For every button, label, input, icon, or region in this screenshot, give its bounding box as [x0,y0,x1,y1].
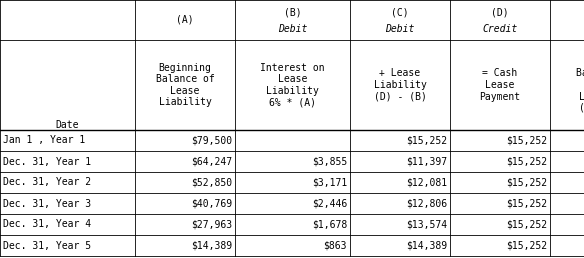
Text: Interest on: Interest on [260,63,325,73]
Text: Credit: Credit [482,24,517,34]
Text: $2,446: $2,446 [312,198,347,208]
Text: Balance of: Balance of [576,69,584,78]
Text: Dec. 31, Year 2: Dec. 31, Year 2 [3,178,91,188]
Text: $15,252: $15,252 [506,157,547,166]
Text: Debit: Debit [278,24,307,34]
Text: $14,389: $14,389 [406,240,447,251]
Text: Liability: Liability [266,86,319,96]
Text: Dec. 31, Year 5: Dec. 31, Year 5 [3,240,91,251]
Text: Beginning: Beginning [159,63,211,73]
Text: (B): (B) [284,8,301,18]
Text: Lease: Lease [278,74,307,84]
Text: $14,389: $14,389 [191,240,232,251]
Text: Balance of: Balance of [155,74,214,84]
Text: $52,850: $52,850 [191,178,232,188]
Text: $40,769: $40,769 [191,198,232,208]
Text: Dec. 31, Year 4: Dec. 31, Year 4 [3,220,91,230]
Text: $15,252: $15,252 [506,240,547,251]
Text: $13,574: $13,574 [406,220,447,230]
Text: + Lease: + Lease [380,69,420,78]
Text: $12,081: $12,081 [406,178,447,188]
Text: $15,252: $15,252 [506,220,547,230]
Text: 6% * (A): 6% * (A) [269,97,316,107]
Text: Date: Date [55,120,79,130]
Text: $12,806: $12,806 [406,198,447,208]
Text: $1,678: $1,678 [312,220,347,230]
Text: Debit: Debit [385,24,415,34]
Text: $64,247: $64,247 [191,157,232,166]
Text: $15,252: $15,252 [506,198,547,208]
Text: Lease: Lease [485,80,515,90]
Text: Dec. 31, Year 1: Dec. 31, Year 1 [3,157,91,166]
Text: $11,397: $11,397 [406,157,447,166]
Text: $3,855: $3,855 [312,157,347,166]
Text: $79,500: $79,500 [191,135,232,146]
Text: Liability: Liability [374,80,426,90]
Text: $15,252: $15,252 [506,135,547,146]
Text: $27,963: $27,963 [191,220,232,230]
Text: Payment: Payment [479,92,520,101]
Text: Lease: Lease [171,86,200,96]
Text: (A) - (C): (A) - (C) [579,103,584,113]
Text: Liability: Liability [159,97,211,107]
Text: (D) - (B): (D) - (B) [374,92,426,101]
Text: Jan 1 , Year 1: Jan 1 , Year 1 [3,135,85,146]
Text: (A): (A) [176,15,194,25]
Text: (D): (D) [491,8,509,18]
Text: $3,171: $3,171 [312,178,347,188]
Text: $15,252: $15,252 [506,178,547,188]
Text: Dec. 31, Year 3: Dec. 31, Year 3 [3,198,91,208]
Text: (C): (C) [391,8,409,18]
Text: $863: $863 [324,240,347,251]
Text: $15,252: $15,252 [406,135,447,146]
Text: Liability: Liability [579,92,584,101]
Text: = Cash: = Cash [482,69,517,78]
